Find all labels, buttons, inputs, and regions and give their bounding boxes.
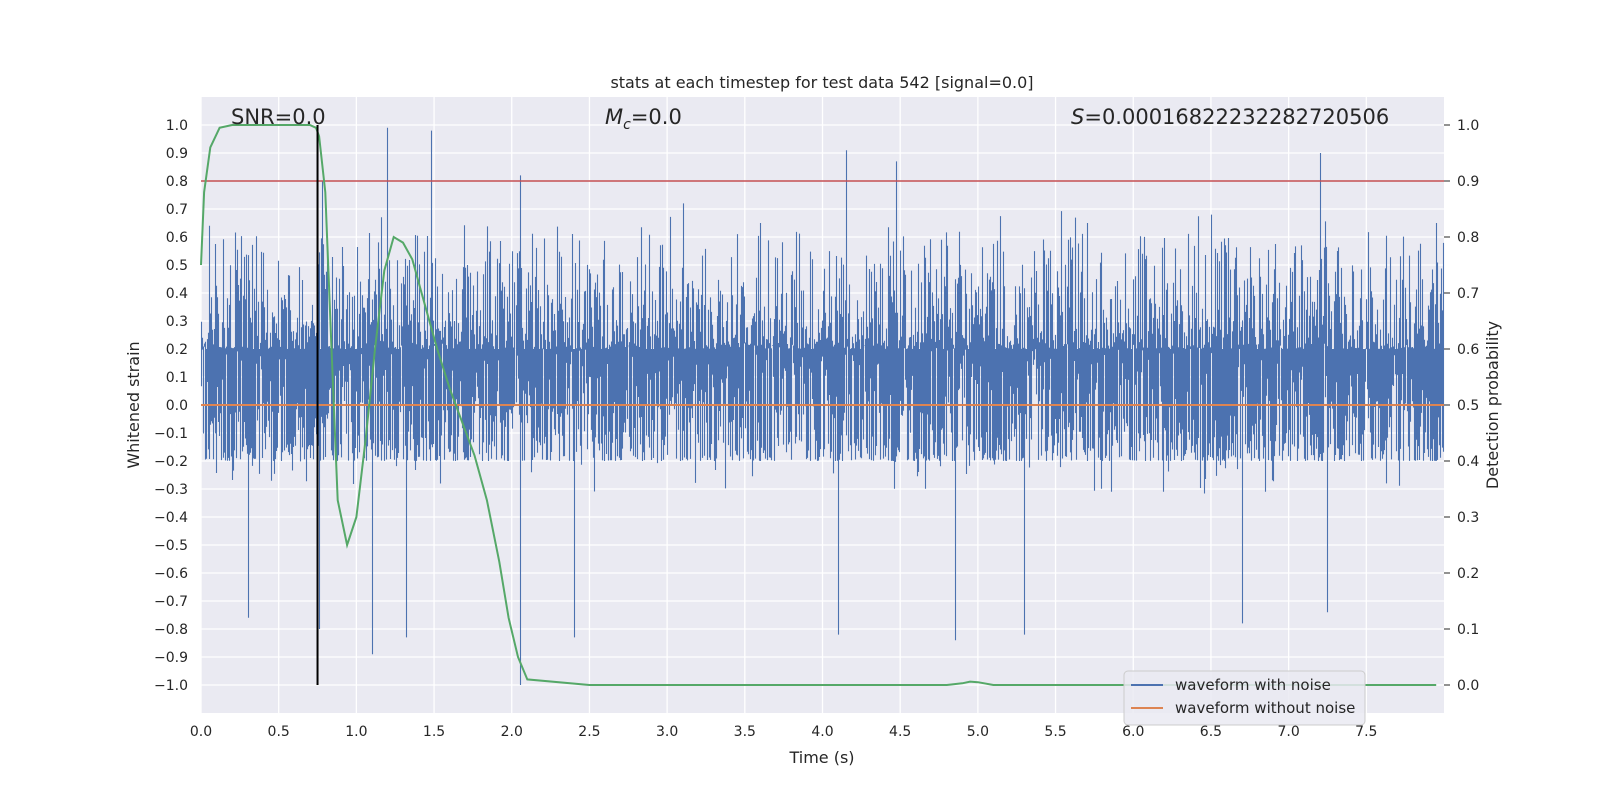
detection-probability-line (200, 124, 1437, 686)
left-tick-label: −0.7 (154, 594, 188, 610)
left-tick-label: 0.8 (166, 174, 188, 190)
left-tick-label: 0.6 (166, 230, 188, 246)
x-tick-label: 6.5 (1200, 724, 1222, 740)
left-tick-label: −0.6 (154, 566, 188, 582)
snr-annotation: SNR=0.0 (231, 105, 326, 129)
left-tick-label: 0.4 (166, 286, 188, 302)
x-tick-label: 7.5 (1355, 724, 1377, 740)
right-tick-label: 1.0 (1457, 118, 1479, 134)
left-tick-label: 0.9 (166, 146, 188, 162)
left-tick-label: 0.5 (166, 258, 188, 274)
right-axis-label: Detection probability (1483, 321, 1502, 489)
legend-box (1123, 670, 1366, 726)
noisy-waveform-line (200, 127, 1445, 685)
right-tick-label: 0.2 (1457, 566, 1479, 582)
x-tick-label: 1.0 (345, 724, 367, 740)
right-tick-label: 0.0 (1457, 678, 1479, 694)
left-tick-label: 0.3 (166, 314, 188, 330)
significance-annotation: S=0.00016822232282720506 (1071, 105, 1389, 129)
right-tick-label: 0.1 (1457, 622, 1479, 638)
left-tick-label: −0.5 (154, 538, 188, 554)
axes: 0.0 0.5 1.0 1.5 2.0 2.5 3.0 3.5 4.0 4.5 5.0 5.5 6.0 6… (154, 118, 1479, 740)
chirp-mass-subscript: c (623, 117, 631, 133)
x-tick-label: 4.5 (889, 724, 911, 740)
left-tick-label: −0.8 (154, 622, 188, 638)
significance-value: =0.00016822232282720506 (1084, 105, 1389, 129)
left-tick-label: −0.4 (154, 510, 188, 526)
x-tick-label: 0.5 (268, 724, 290, 740)
right-tick-label: 0.3 (1457, 510, 1479, 526)
x-tick-label: 7.0 (1277, 724, 1299, 740)
chirp-mass-symbol: M (605, 105, 623, 129)
x-tick-label: 5.5 (1044, 724, 1066, 740)
x-axis-label: Time (s) (788, 748, 854, 767)
left-tick-label: 0.0 (166, 398, 188, 414)
x-tick-label: 2.0 (501, 724, 523, 740)
x-tick-label: 2.5 (578, 724, 600, 740)
x-tick-label: 4.0 (811, 724, 833, 740)
left-tick-label: 1.0 (166, 118, 188, 134)
x-tick-label: 5.0 (967, 724, 989, 740)
left-tick-label: −1.0 (154, 678, 188, 694)
right-tick-label: 0.5 (1457, 398, 1479, 414)
left-tick-label: 0.1 (166, 370, 188, 386)
left-tick-label: 0.7 (166, 202, 188, 218)
left-tick-label: −0.3 (154, 482, 188, 498)
plot-data (200, 124, 1445, 686)
left-tick-label: −0.2 (154, 454, 188, 470)
x-tick-label: 0.0 (190, 724, 212, 740)
left-tick-label: −0.9 (154, 650, 188, 666)
x-tick-label: 1.5 (423, 724, 445, 740)
legend-label-with-noise: waveform with noise (1175, 676, 1331, 694)
left-axis-label: Whitened strain (124, 341, 143, 468)
x-tick-label: 6.0 (1122, 724, 1144, 740)
legend-label-without-noise: waveform without noise (1175, 699, 1355, 717)
right-tick-label: 0.4 (1457, 454, 1479, 470)
x-tick-label: 3.0 (656, 724, 678, 740)
right-tick-label: 0.8 (1457, 230, 1479, 246)
right-tick-label: 0.6 (1457, 342, 1479, 358)
right-tick-label: 0.9 (1457, 174, 1479, 190)
x-tick-label: 3.5 (734, 724, 756, 740)
left-tick-label: 0.2 (166, 342, 188, 358)
right-tick-label: 0.7 (1457, 286, 1479, 302)
chart-title: stats at each timestep for test data 542… (610, 73, 1033, 92)
significance-symbol: S (1071, 105, 1084, 129)
chirp-mass-annotation: Mc=0.0 (605, 105, 682, 133)
left-tick-label: −0.1 (154, 426, 188, 442)
legend: waveform with noise waveform without noi… (1123, 670, 1366, 726)
chirp-mass-value: =0.0 (631, 105, 682, 129)
